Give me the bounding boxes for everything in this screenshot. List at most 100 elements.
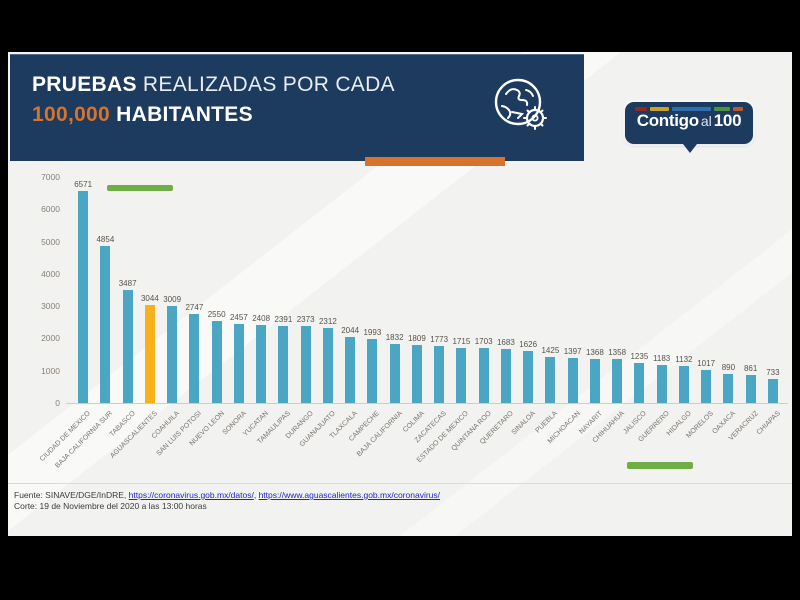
contigo-al-100-logo: Contigo al 100 — [625, 102, 753, 153]
bar-chiapas — [767, 379, 778, 403]
logo-stripe — [635, 107, 648, 111]
value-label: 2373 — [296, 315, 315, 325]
value-label: 2457 — [229, 312, 248, 322]
green-annotation-top — [107, 185, 173, 191]
value-label: 1183 — [653, 353, 671, 363]
logo-text: Contigo al 100 — [625, 111, 753, 131]
bar-hidalgo — [678, 366, 689, 403]
title-rest-line1: REALIZADAS POR CADA — [136, 73, 395, 96]
value-label: 2312 — [318, 317, 337, 327]
y-tick-label: 1000 — [41, 365, 60, 376]
value-label: 1773 — [430, 334, 449, 344]
footer-divider — [8, 483, 792, 484]
bar-nuevo-leon — [211, 320, 222, 403]
bar-yucatan — [256, 325, 267, 403]
logo-stripes — [635, 107, 743, 111]
logo-word-100: 100 — [713, 111, 742, 130]
value-label: 861 — [743, 364, 758, 374]
source-link-coronavirus-gob[interactable]: https://coronavirus.gob.mx/datos/ — [128, 490, 254, 500]
bar-sinaloa — [523, 350, 534, 403]
plot-area: 6571 CIUDAD DE MEXICO 4854 BAJA CALIFORNIA … — [39, 177, 784, 470]
globe-virus-icon — [494, 78, 547, 130]
value-label: 2044 — [341, 326, 360, 336]
bar-baja-california — [389, 343, 400, 403]
bar-queretaro — [500, 348, 511, 403]
page-title: PRUEBAS REALIZADAS POR CADA 100,000 HABI… — [32, 70, 395, 130]
value-label: 2550 — [207, 309, 226, 319]
bar-quintana-roo — [478, 348, 489, 403]
value-label: 1683 — [496, 337, 515, 347]
bar-colima — [411, 344, 422, 403]
value-label: 6571 — [74, 179, 93, 189]
value-label: 1832 — [385, 332, 404, 342]
logo-speech-tail — [683, 144, 697, 153]
value-label: 3487 — [118, 279, 137, 289]
y-axis: 0 1000 2000 3000 4000 5000 6000 7000 — [14, 172, 60, 408]
bar-puebla — [545, 357, 556, 403]
green-annotation-bottom — [627, 462, 693, 469]
value-label: 1397 — [563, 346, 582, 356]
value-label: 1626 — [519, 339, 538, 349]
source-prefix: Fuente: SINAVE/DGE/InDRE, — [14, 490, 129, 500]
bar-nayarit — [589, 358, 600, 403]
value-label: 3044 — [140, 293, 159, 303]
bar-ciudad-de-mexico — [78, 190, 89, 403]
y-tick-label: 4000 — [41, 268, 60, 279]
value-label: 1132 — [675, 355, 693, 365]
source-line: Fuente: SINAVE/DGE/InDRE, https://corona… — [14, 490, 440, 501]
title-word-pruebas: PRUEBAS — [32, 73, 137, 96]
bar-san-luis-potosi — [189, 314, 200, 403]
logo-stripe — [672, 107, 711, 111]
y-tick-label: 2000 — [41, 333, 60, 344]
value-label: 1715 — [452, 336, 471, 346]
value-label: 1993 — [363, 327, 382, 337]
logo-word-contigo: Contigo — [636, 111, 699, 130]
value-label: 2391 — [274, 314, 293, 324]
value-label: 890 — [721, 363, 736, 373]
value-label: 1809 — [407, 333, 426, 343]
bar-guerrero — [656, 364, 667, 403]
value-label: 1703 — [474, 337, 493, 347]
value-label: 1235 — [630, 352, 649, 362]
bar-oaxaca — [723, 374, 734, 403]
bar-chihuahua — [612, 359, 623, 403]
value-label: 733 — [766, 368, 780, 378]
bar-jalisco — [634, 363, 645, 403]
y-tick-label: 6000 — [41, 204, 60, 215]
bar-baja-california-sur — [100, 246, 111, 403]
value-label: 1425 — [541, 346, 560, 355]
value-label: 3009 — [163, 294, 182, 304]
logo-stripe — [650, 107, 670, 111]
bar-zacatecas — [434, 345, 445, 403]
bar-tamaulipas — [278, 325, 289, 403]
value-label: 1017 — [697, 359, 716, 369]
bar-aguascalientes — [144, 304, 155, 403]
value-label: 2747 — [185, 303, 204, 313]
bar-tlaxcala — [345, 337, 356, 403]
bar-campeche — [367, 338, 378, 403]
bar-tabasco — [122, 290, 133, 403]
logo-word-al: al — [700, 113, 712, 129]
logo-stripe — [713, 107, 730, 111]
y-tick-label: 5000 — [41, 236, 60, 247]
y-tick-label: 3000 — [41, 301, 60, 312]
value-label: 2408 — [252, 314, 271, 324]
y-tick-label: 7000 — [41, 172, 60, 182]
value-label: 4854 — [96, 235, 115, 245]
value-label: 1358 — [608, 348, 627, 358]
x-axis-line — [66, 403, 788, 404]
source-separator: , — [253, 490, 259, 500]
orange-accent-bar — [365, 157, 505, 166]
y-tick-label: 0 — [55, 398, 60, 408]
footer: Fuente: SINAVE/DGE/InDRE, https://corona… — [14, 490, 440, 512]
logo-stripe — [732, 107, 743, 111]
bar-veracruz — [745, 375, 756, 403]
slide: PRUEBAS REALIZADAS POR CADA 100,000 HABI… — [8, 52, 792, 536]
source-link-aguascalientes[interactable]: https://www.aguascalientes.gob.mx/corona… — [258, 490, 440, 500]
bar-estado-de-mexico — [456, 347, 467, 403]
header-banner: PRUEBAS REALIZADAS POR CADA 100,000 HABI… — [10, 54, 584, 161]
cutoff-line: Corte: 19 de Noviembre del 2020 a las 13… — [14, 501, 207, 511]
bar-sonora — [233, 323, 244, 403]
bar-michoacan — [567, 357, 578, 403]
bar-guanajuato — [322, 328, 333, 403]
